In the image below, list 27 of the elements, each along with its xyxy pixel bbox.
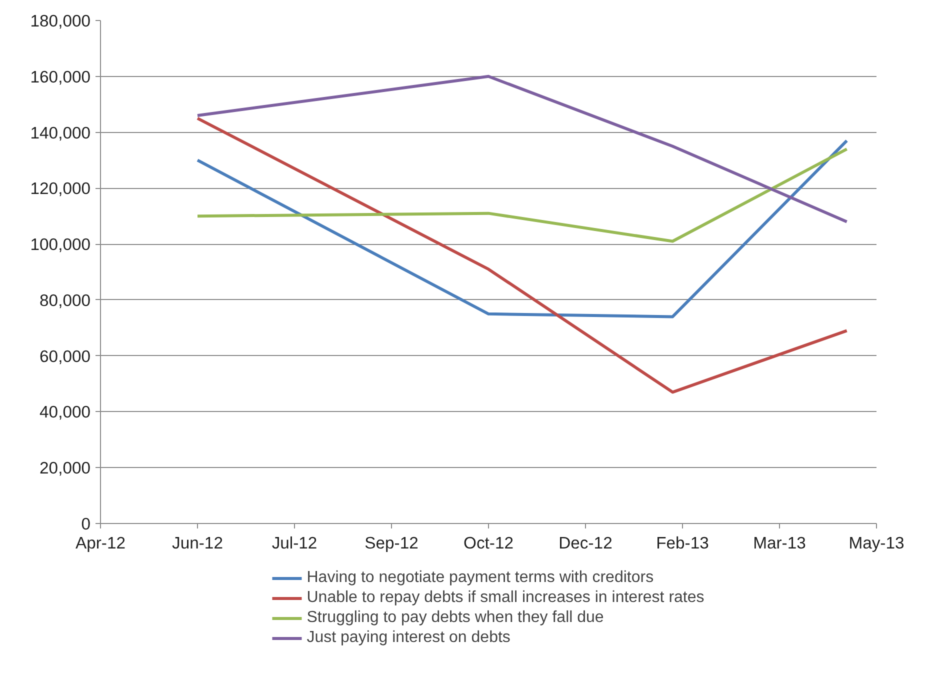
y-tick-label: 140,000 [30,123,91,142]
y-tick-label: 60,000 [40,346,91,366]
line-series [196,116,848,394]
line-series [196,74,848,224]
x-tick-label: Dec-12 [558,534,612,552]
y-tick-label: 160,000 [30,67,91,86]
y-tick-label: 40,000 [40,402,91,422]
line-series [196,148,848,243]
y-tick-label: 120,000 [30,179,91,198]
x-tick-label: Jul-12 [272,534,318,552]
y-tick-label: 180,000 [30,12,91,30]
legend-label: Having to negotiate payment terms with creditors [306,569,654,587]
legend-label: Struggling to pay debts when they fall due [306,609,604,627]
x-tick-label: Sep-12 [364,534,418,552]
x-tick-label: Feb-13 [656,534,709,552]
legend-label: Unable to repay debts if small increases in interest rates [306,589,704,607]
line-series [196,139,848,318]
x-tick-label: May-13 [848,534,904,552]
y-tick-label: 0 [81,514,90,534]
y-tick-label: 80,000 [40,290,91,310]
x-tick-label: Oct-12 [464,534,514,552]
x-tick-label: Jun-12 [172,534,223,552]
x-tick-label: Mar-13 [753,534,806,552]
y-tick-label: 100,000 [30,235,91,254]
legend-label: Just paying interest on debts [306,629,510,647]
y-tick-label: 20,000 [40,458,91,478]
x-tick-label: Apr-12 [76,534,126,552]
